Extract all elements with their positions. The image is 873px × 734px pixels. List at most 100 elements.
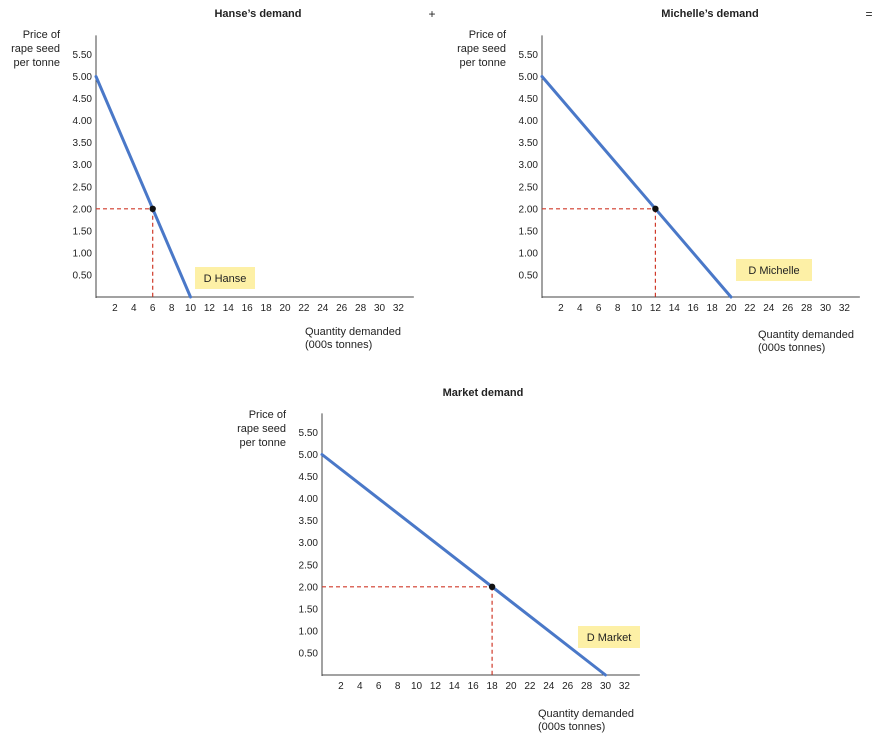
x-tick-label: 10 (631, 303, 643, 314)
y-tick-label: 3.00 (73, 160, 93, 171)
x-tick-label: 4 (357, 681, 363, 692)
x-tick-label: 6 (596, 303, 602, 314)
x-tick-label: 32 (393, 303, 405, 314)
y-tick-label: 4.00 (519, 116, 539, 127)
x-tick-label: 14 (449, 681, 461, 692)
x-tick-label: 22 (524, 681, 536, 692)
x-tick-label: 20 (279, 303, 291, 314)
x-tick-label: 30 (374, 303, 386, 314)
y-tick-label: 5.50 (519, 50, 539, 61)
y-axis-label: Price of (249, 409, 287, 421)
y-tick-label: 4.50 (519, 94, 539, 105)
equilibrium-point (652, 205, 659, 212)
demand-curve (94, 75, 192, 299)
x-tick-label: 8 (615, 303, 621, 314)
hanse-demand-chart: Hanse’s demand Price of rape seed per tonne… (11, 8, 414, 351)
x-tick-label: 6 (150, 303, 156, 314)
x-tick-label: 2 (112, 303, 118, 314)
x-tick-label: 8 (395, 681, 401, 692)
y-tick-label: 4.50 (299, 472, 319, 483)
x-tick-label: 2 (558, 303, 564, 314)
y-tick-label: 0.50 (519, 270, 539, 281)
x-tick-label: 24 (763, 303, 775, 314)
y-tick-label: 2.50 (519, 182, 539, 193)
y-tick-label: 5.00 (299, 450, 319, 461)
y-tick-label: 1.00 (519, 248, 539, 259)
x-tick-label: 28 (801, 303, 813, 314)
x-tick-label: 16 (688, 303, 700, 314)
y-tick-label: 5.50 (299, 428, 319, 439)
y-axis-label: per tonne (240, 437, 286, 449)
y-tick-label: 1.50 (299, 604, 319, 615)
x-tick-label: 32 (619, 681, 631, 692)
x-tick-label: 24 (543, 681, 555, 692)
x-tick-label: 14 (223, 303, 235, 314)
x-axis-label: Quantity demanded (305, 326, 401, 338)
y-tick-label: 5.00 (73, 72, 93, 83)
x-tick-label: 28 (355, 303, 367, 314)
x-tick-label: 28 (581, 681, 593, 692)
y-tick-label: 4.00 (299, 494, 319, 505)
x-tick-label: 26 (782, 303, 794, 314)
x-tick-label: 26 (336, 303, 348, 314)
x-tick-label: 12 (650, 303, 662, 314)
x-tick-label: 22 (298, 303, 310, 314)
y-tick-label: 1.00 (73, 248, 93, 259)
y-tick-label: 3.50 (299, 516, 319, 527)
y-tick-label: 5.00 (519, 72, 539, 83)
x-tick-label: 2 (338, 681, 344, 692)
y-tick-label: 1.50 (73, 226, 93, 237)
x-tick-label: 18 (261, 303, 273, 314)
y-axis-label: rape seed (11, 43, 60, 55)
x-tick-label: 6 (376, 681, 382, 692)
market-demand-chart: Market demand Price of rape seed per tonne 0… (237, 387, 640, 733)
y-tick-label: 0.50 (73, 270, 93, 281)
x-tick-label: 24 (317, 303, 329, 314)
y-tick-label: 4.50 (73, 94, 93, 105)
demand-curve (320, 453, 607, 677)
y-tick-label: 2.00 (299, 582, 319, 593)
x-tick-label: 4 (131, 303, 137, 314)
chart-title: Hanse’s demand (214, 8, 301, 20)
curve-label: D Hanse (204, 273, 247, 285)
x-tick-label: 16 (468, 681, 480, 692)
y-tick-label: 1.50 (519, 226, 539, 237)
y-tick-label: 2.00 (73, 204, 93, 215)
equals-operator: = (865, 7, 872, 21)
x-tick-label: 8 (169, 303, 175, 314)
x-tick-label: 10 (411, 681, 423, 692)
x-tick-label: 30 (600, 681, 612, 692)
x-tick-label: 10 (185, 303, 197, 314)
y-axis-label: per tonne (460, 57, 506, 69)
x-tick-label: 18 (707, 303, 719, 314)
y-tick-label: 3.00 (519, 160, 539, 171)
x-axis-label: Quantity demanded (758, 329, 854, 341)
curve-label-box (578, 626, 640, 648)
x-tick-label: 22 (744, 303, 756, 314)
y-tick-label: 0.50 (299, 648, 319, 659)
x-axis-label: Quantity demanded (538, 708, 634, 720)
michelle-demand-chart: Michelle’s demand Price of rape seed per to… (457, 8, 860, 354)
equilibrium-point (149, 205, 156, 212)
x-tick-label: 4 (577, 303, 583, 314)
y-tick-label: 3.50 (73, 138, 93, 149)
x-axis-label: (000s tonnes) (305, 339, 372, 351)
y-tick-label: 1.00 (299, 626, 319, 637)
x-tick-label: 12 (430, 681, 442, 692)
chart-title: Market demand (443, 387, 524, 399)
y-axis-label: Price of (469, 29, 507, 41)
y-axis-label: rape seed (237, 423, 286, 435)
x-tick-label: 18 (487, 681, 499, 692)
x-axis-label: (000s tonnes) (538, 721, 605, 733)
x-tick-label: 26 (562, 681, 574, 692)
y-axis-label: rape seed (457, 43, 506, 55)
x-axis-label: (000s tonnes) (758, 342, 825, 354)
x-tick-label: 30 (820, 303, 832, 314)
x-tick-label: 32 (839, 303, 851, 314)
equilibrium-point (488, 583, 496, 590)
y-tick-label: 3.50 (519, 138, 539, 149)
y-tick-label: 2.50 (299, 560, 319, 571)
y-tick-label: 4.00 (73, 116, 93, 127)
y-tick-label: 2.50 (73, 182, 93, 193)
